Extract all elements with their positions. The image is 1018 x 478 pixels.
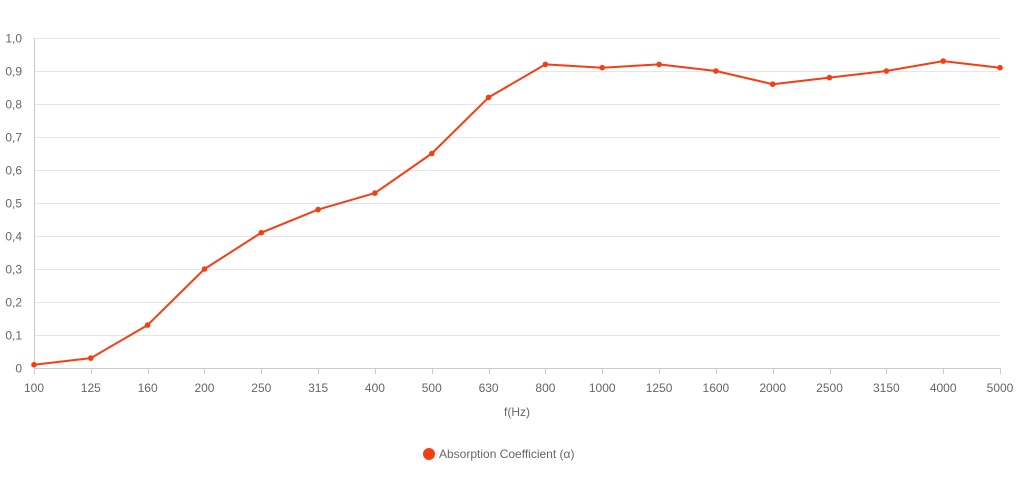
x-tick-label: 200: [194, 381, 214, 395]
x-tick-label: 2500: [816, 381, 843, 395]
x-tick-label: 4000: [930, 381, 957, 395]
x-tick-label: 2000: [759, 381, 786, 395]
series-line: [33, 60, 1001, 366]
x-tick-label: 250: [251, 381, 271, 395]
data-point[interactable]: [599, 64, 605, 71]
data-point[interactable]: [31, 361, 37, 368]
data-point[interactable]: [485, 94, 492, 101]
data-point[interactable]: [372, 190, 378, 196]
x-tick-label: 5000: [987, 381, 1014, 395]
y-tick-label: 1,0: [5, 32, 22, 46]
x-tick-label: 630: [479, 381, 499, 395]
y-tick-label: 0,2: [5, 296, 22, 310]
data-point[interactable]: [769, 81, 776, 87]
x-tick-label: 800: [535, 381, 555, 395]
y-tick-label: 0,9: [5, 65, 22, 79]
y-tick-label: 0,1: [5, 329, 22, 343]
axes: [34, 38, 1000, 369]
x-tick-label: 315: [308, 381, 328, 395]
data-point[interactable]: [542, 61, 549, 68]
y-tick-label: 0,6: [5, 164, 22, 178]
x-tick-label: 125: [81, 381, 101, 395]
x-tick-label: 100: [24, 381, 44, 395]
x-tick-label: 1250: [646, 381, 673, 395]
y-tick-label: 0,8: [5, 98, 22, 112]
data-point[interactable]: [940, 58, 946, 64]
x-tick-label: 160: [138, 381, 158, 395]
data-point[interactable]: [144, 322, 151, 328]
data-point[interactable]: [88, 355, 94, 361]
y-tick-label: 0,4: [5, 230, 22, 244]
grid-lines: [34, 38, 1000, 336]
data-point[interactable]: [997, 64, 1003, 71]
data-point[interactable]: [201, 266, 208, 272]
y-tick-label: 0,3: [5, 263, 22, 277]
x-tick-label: 500: [422, 381, 442, 395]
data-point[interactable]: [883, 68, 890, 74]
data-point[interactable]: [429, 150, 435, 157]
data-point[interactable]: [656, 61, 662, 68]
data-point[interactable]: [315, 206, 321, 213]
x-axis-ticks: 100 125 160 200 250 315 400 500 630 800 1000 1250 16…: [24, 368, 1014, 395]
x-axis-title: f(Hz): [504, 405, 530, 419]
y-axis-ticks: 0 0,1 0,2 0,3 0,4 0,5 0,6 0,7 0,8 0,9 1,0: [5, 32, 22, 376]
legend-label: Absorption Coefficient (α): [439, 447, 574, 461]
data-point[interactable]: [826, 74, 833, 81]
data-point[interactable]: [713, 68, 719, 74]
x-tick-label: 3150: [873, 381, 900, 395]
series-group: [31, 58, 1003, 368]
y-tick-label: 0,7: [5, 131, 22, 145]
x-tick-label: 1600: [703, 381, 730, 395]
y-tick-label: 0,5: [5, 197, 22, 211]
legend[interactable]: Absorption Coefficient (α): [423, 447, 574, 461]
y-tick-label: 0: [15, 362, 22, 376]
data-point[interactable]: [258, 229, 265, 236]
x-tick-label: 400: [365, 381, 385, 395]
x-tick-label: 1000: [589, 381, 616, 395]
legend-marker-icon: [423, 448, 435, 460]
